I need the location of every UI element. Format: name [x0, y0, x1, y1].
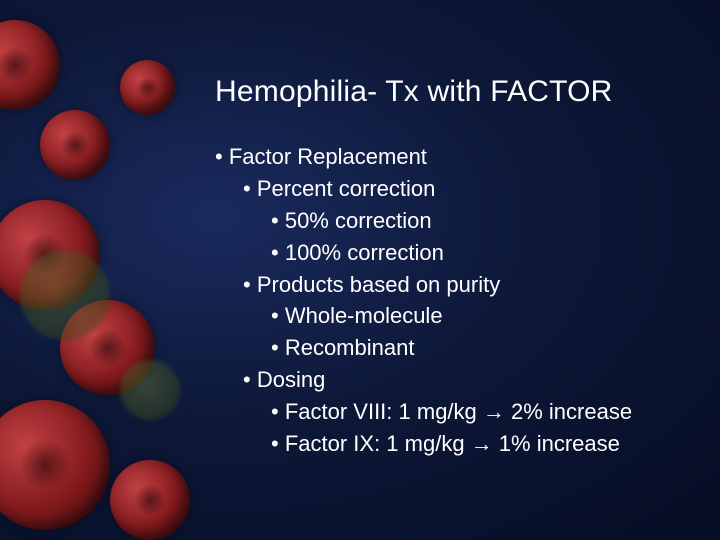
list-item: Whole-molecule [215, 300, 690, 332]
list-item: Products based on purity [215, 269, 690, 301]
slide: Hemophilia- Tx with FACTOR Factor Replac… [0, 0, 720, 540]
blood-cell-icon [120, 60, 175, 115]
list-item: Percent correction [215, 173, 690, 205]
blood-cell-icon [110, 460, 190, 540]
list-item: 100% correction [215, 237, 690, 269]
list-item: Recombinant [215, 332, 690, 364]
list-item: Dosing [215, 364, 690, 396]
slide-title: Hemophilia- Tx with FACTOR [215, 75, 690, 109]
list-item: 50% correction [215, 205, 690, 237]
background-blob [120, 360, 180, 420]
blood-cell-icon [0, 400, 110, 530]
list-item: Factor Replacement [215, 141, 690, 173]
blood-cell-icon [0, 20, 60, 110]
content-area: Hemophilia- Tx with FACTOR Factor Replac… [215, 75, 690, 460]
background-blob [20, 250, 110, 340]
blood-cell-icon [40, 110, 110, 180]
list-item: Factor VIII: 1 mg/kg → 2% increase [215, 396, 690, 428]
list-item: Factor IX: 1 mg/kg → 1% increase [215, 428, 690, 460]
bullet-list: Factor Replacement Percent correction 50… [215, 141, 690, 460]
